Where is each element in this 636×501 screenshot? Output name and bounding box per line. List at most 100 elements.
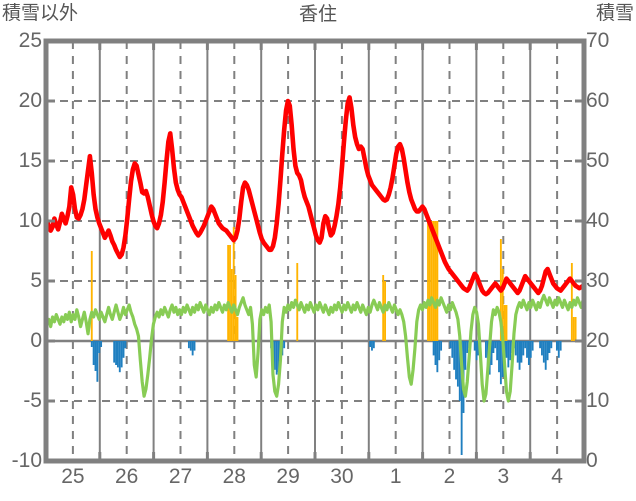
bar: [524, 341, 527, 349]
grid-layer: [46, 41, 584, 461]
y-axis-tick-label: -10: [11, 449, 42, 472]
bar: [499, 341, 502, 385]
bar: [456, 341, 459, 387]
bar: [118, 341, 121, 373]
x-axis-tick-label: 2: [443, 465, 456, 488]
bar: [369, 341, 372, 347]
bar: [189, 341, 192, 351]
bar: [529, 341, 532, 358]
y-axis-tick-label: 20: [18, 89, 42, 112]
y-axis-tick-label: -5: [23, 389, 42, 412]
bar: [520, 341, 523, 363]
bar: [557, 341, 560, 358]
bar: [90, 341, 93, 347]
x-axis-tick-label: 29: [276, 465, 300, 488]
bar: [475, 341, 478, 361]
bar: [236, 317, 239, 341]
y2-axis-tick-label: 70: [586, 29, 610, 52]
bar: [372, 341, 375, 349]
x-axis-tick-label: 3: [497, 465, 510, 488]
bar: [120, 341, 123, 368]
x-axis-tick-label: 26: [115, 465, 139, 488]
bar: [505, 305, 508, 341]
y-axis-tick-label: 5: [30, 269, 42, 292]
bar: [434, 221, 437, 341]
bar: [193, 341, 196, 351]
bar: [492, 341, 495, 353]
bar: [438, 341, 441, 361]
bar: [518, 341, 521, 370]
y2-axis-tick-label: 0: [586, 449, 598, 472]
chart-title: 香住: [298, 4, 337, 25]
bar: [449, 341, 452, 349]
bar: [371, 341, 373, 351]
bar: [539, 341, 542, 349]
y2-axis-tick-label: 20: [586, 329, 610, 352]
bar: [229, 245, 231, 341]
right-axis-title: 積雪: [595, 3, 634, 24]
bar: [451, 341, 454, 358]
bar: [432, 341, 435, 356]
x-axis-tick-label: 27: [168, 465, 193, 488]
y-axis-tick-label: 15: [18, 149, 42, 172]
y-axis-tick-label: 10: [18, 209, 42, 232]
bar: [473, 341, 476, 351]
bar: [232, 227, 235, 341]
bar: [277, 341, 280, 373]
bar: [273, 341, 276, 370]
bar: [92, 341, 95, 365]
bar: [484, 341, 487, 358]
bar: [187, 341, 190, 349]
bar: [94, 341, 97, 371]
bar: [550, 341, 553, 349]
bar: [574, 317, 577, 341]
bar: [522, 341, 525, 356]
bar: [507, 341, 510, 368]
bar: [115, 341, 117, 365]
plot-frame: [43, 38, 587, 464]
bar: [509, 341, 512, 361]
bar: [428, 221, 431, 341]
bar: [546, 341, 549, 361]
bar: [531, 341, 534, 351]
bar: [432, 221, 435, 341]
bar: [494, 341, 497, 349]
bar: [124, 341, 127, 349]
bar: [544, 341, 547, 370]
x-axis-tick-label: 4: [551, 465, 563, 488]
y2-axis-tick-label: 40: [586, 209, 610, 232]
bar: [283, 341, 286, 349]
y2-axis-tick-label: 30: [586, 269, 610, 292]
bar: [460, 341, 463, 455]
bar: [227, 245, 230, 341]
bar: [98, 341, 101, 353]
bar: [458, 341, 461, 401]
y-axis-tick-label: 0: [30, 329, 42, 352]
x-axis-tick-label: 1: [389, 465, 402, 488]
bar: [496, 341, 499, 361]
bar: [542, 341, 545, 363]
y2-axis-tick-label: 10: [586, 389, 610, 412]
bar: [90, 251, 93, 341]
bar: [275, 341, 278, 375]
bar: [541, 341, 543, 356]
bar: [527, 341, 530, 365]
temperature-line: [44, 95, 586, 297]
bar: [122, 341, 125, 358]
wind-line: [45, 293, 585, 403]
bar: [427, 221, 429, 341]
x-axis-tick-label: 25: [61, 465, 85, 488]
bar: [548, 341, 551, 353]
y-axis-tick-label: 25: [18, 29, 42, 52]
bar: [572, 317, 575, 341]
x-axis-tick-label: 30: [330, 465, 354, 488]
bar: [440, 341, 443, 351]
bar: [96, 341, 99, 382]
bar: [436, 341, 439, 373]
y2-axis-tick-label: 60: [586, 89, 610, 112]
bar: [464, 341, 467, 370]
bar: [490, 341, 493, 365]
bar: [455, 341, 457, 380]
